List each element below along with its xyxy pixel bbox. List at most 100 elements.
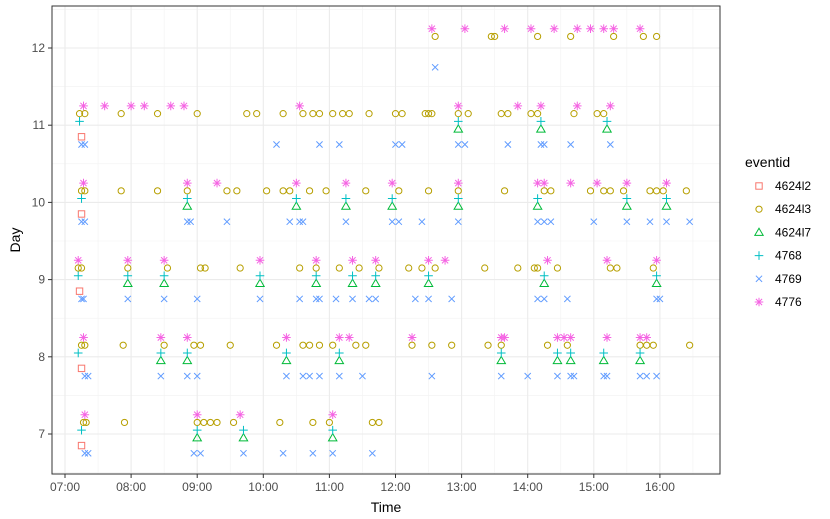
point-4624l3 <box>74 264 82 272</box>
point-4624l3 <box>454 110 462 118</box>
point-4624l3 <box>223 187 231 195</box>
point-4769 <box>461 141 469 148</box>
point-4776 <box>424 256 433 265</box>
point-4768 <box>182 194 192 203</box>
point-4624l3 <box>497 341 505 349</box>
point-4776 <box>80 410 90 419</box>
point-4776 <box>559 333 569 342</box>
point-4776 <box>182 178 192 188</box>
point-4624l3 <box>77 187 86 195</box>
point-4624l3 <box>365 110 373 118</box>
point-4769 <box>78 141 85 148</box>
point-4769 <box>534 295 542 303</box>
point-4769 <box>81 218 89 226</box>
point-4624l3 <box>652 187 661 195</box>
point-4624l3 <box>75 110 84 118</box>
point-4769 <box>431 63 439 71</box>
point-4769 <box>524 372 532 380</box>
point-4769 <box>80 295 87 303</box>
point-4769 <box>316 372 323 380</box>
point-4768 <box>622 194 632 203</box>
point-4769 <box>388 218 396 226</box>
legend-label: 4769 <box>775 272 802 286</box>
point-4776 <box>602 256 612 265</box>
point-4769 <box>653 295 661 303</box>
x-tick-label: 10:00 <box>248 480 278 494</box>
point-4769 <box>81 372 89 380</box>
point-4769 <box>567 372 575 380</box>
legend-item-4624l7: 4624l7 <box>753 225 811 239</box>
point-4768 <box>75 117 84 126</box>
point-4624l7 <box>291 201 302 210</box>
point-4769 <box>349 295 356 303</box>
point-4624l3 <box>236 264 244 272</box>
point-4768 <box>371 271 380 281</box>
point-4624l7 <box>340 201 351 210</box>
point-4769 <box>332 295 340 303</box>
point-4769 <box>286 218 294 226</box>
point-4769 <box>197 449 204 457</box>
point-4769 <box>636 372 644 380</box>
point-4769 <box>646 218 654 226</box>
point-4776 <box>100 101 109 111</box>
point-4624l3 <box>408 341 416 349</box>
point-4776 <box>344 333 354 342</box>
point-4624l3 <box>431 264 439 272</box>
point-4624l3 <box>431 32 439 41</box>
point-4768 <box>652 271 661 281</box>
point-4624l3 <box>448 341 456 349</box>
point-4776 <box>460 24 470 33</box>
point-4769 <box>537 141 545 148</box>
point-4776 <box>609 24 618 33</box>
point-4624l3 <box>600 187 608 195</box>
point-4624l3 <box>534 264 542 272</box>
point-4776 <box>500 24 509 33</box>
point-4769 <box>398 141 406 148</box>
point-4769 <box>187 218 195 226</box>
point-4776 <box>387 178 397 188</box>
x-tick-label: 14:00 <box>513 480 543 494</box>
point-4624l3 <box>315 341 324 349</box>
point-4776 <box>543 256 552 265</box>
point-4624l3 <box>514 264 522 272</box>
point-4624l3 <box>233 187 241 195</box>
point-4624l3 <box>606 187 614 195</box>
point-4624l3 <box>117 110 125 118</box>
point-4769 <box>342 218 350 226</box>
point-4624l3 <box>82 418 90 427</box>
legend: eventid 4624l2 4624l3 4624l7 4768 4769 4776 <box>745 154 811 309</box>
point-4776 <box>572 24 582 33</box>
point-4776 <box>166 101 176 111</box>
point-4624l3 <box>540 187 548 195</box>
point-4776 <box>642 333 651 342</box>
point-4769 <box>358 372 366 380</box>
point-4769 <box>309 449 317 457</box>
point-4768 <box>539 271 549 281</box>
y-tick-label: 9 <box>38 273 45 287</box>
point-4769 <box>183 372 191 380</box>
point-4624l3 <box>428 110 436 118</box>
point-4624l3 <box>646 187 654 195</box>
point-4768 <box>182 348 192 358</box>
point-4768 <box>328 425 338 435</box>
point-4769 <box>282 372 290 380</box>
point-4769 <box>256 295 264 303</box>
point-4769 <box>454 218 462 226</box>
point-4776 <box>500 333 509 342</box>
point-4768 <box>566 348 575 358</box>
point-4624l3 <box>200 418 208 427</box>
point-4769 <box>299 372 307 380</box>
point-4769 <box>540 218 548 226</box>
point-4776 <box>440 256 450 265</box>
grid-minor <box>52 6 720 474</box>
point-4769 <box>567 141 575 148</box>
point-4769 <box>590 218 598 226</box>
point-4624l3 <box>153 187 162 195</box>
point-4776 <box>192 410 202 419</box>
series-4624l3 <box>74 32 694 427</box>
point-4624l3 <box>263 187 271 195</box>
point-4769 <box>335 141 343 148</box>
point-4624l7 <box>281 355 292 365</box>
x-tick-label: 09:00 <box>182 480 212 494</box>
point-4624l2 <box>77 364 86 373</box>
